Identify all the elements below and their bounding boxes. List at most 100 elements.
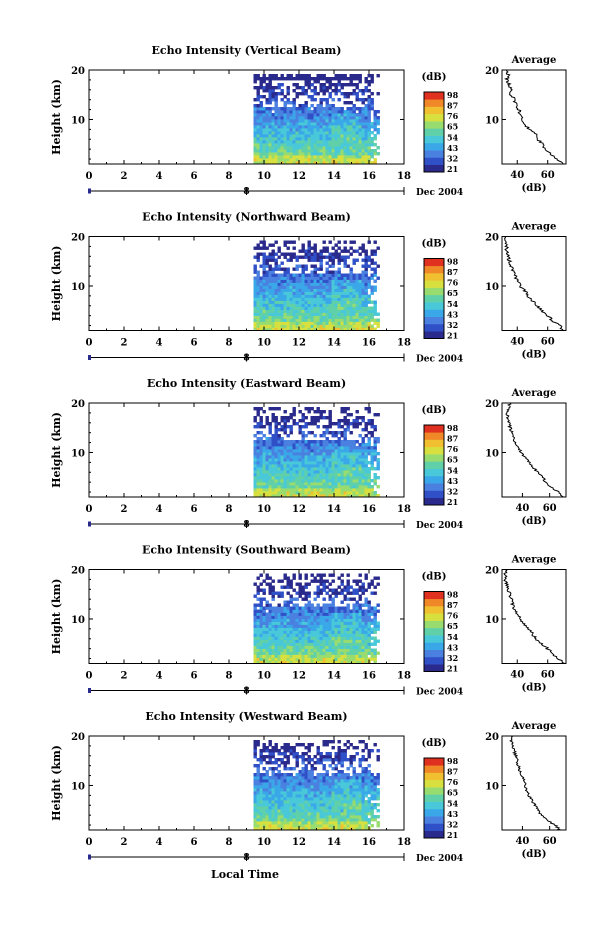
heatmap-cell — [274, 101, 278, 105]
heatmap-cell — [349, 440, 353, 444]
heatmap-cell — [367, 107, 371, 111]
heatmap-cell — [331, 107, 335, 111]
heatmap-cell — [373, 476, 377, 480]
heatmap-cell — [364, 473, 368, 477]
heatmap-cell — [295, 606, 299, 610]
heatmap-cell — [283, 152, 287, 156]
heatmap-cell — [355, 291, 359, 295]
heatmap-cell — [307, 476, 311, 480]
heatmap-cell — [334, 797, 338, 801]
heatmap-cell — [283, 422, 287, 426]
heatmap-cell — [280, 585, 284, 589]
heatmap-cell — [346, 651, 350, 655]
heatmap-cell — [370, 252, 374, 256]
heatmap-cell — [313, 146, 317, 150]
heatmap-cell — [367, 98, 371, 102]
heatmap-cell — [328, 425, 332, 429]
heatmap-cell — [259, 119, 263, 123]
heatmap-cell — [295, 300, 299, 304]
heatmap-cell — [259, 479, 263, 483]
heatmap-cell — [343, 249, 347, 253]
heatmap-cell — [268, 74, 272, 78]
heatmap-cell — [289, 630, 293, 634]
heatmap-cell — [301, 794, 305, 798]
heatmap-cell — [349, 821, 353, 825]
heatmap-cell — [268, 627, 272, 631]
colorbar-swatch — [424, 157, 444, 166]
heatmap-cell — [307, 636, 311, 640]
heatmap-cell — [256, 485, 260, 489]
heatmap-cell — [289, 428, 293, 432]
heatmap-cell — [355, 327, 359, 331]
heatmap-cell — [331, 327, 335, 331]
heatmap-cell — [256, 288, 260, 292]
heatmap-cell — [316, 618, 320, 622]
heatmap-cell — [328, 315, 332, 319]
heatmap-cell — [262, 95, 266, 99]
heatmap-cell — [364, 627, 368, 631]
heatmap-cell — [259, 252, 263, 256]
heatmap-cell — [376, 621, 380, 625]
heatmap-cell — [313, 803, 317, 807]
heatmap-cell — [316, 648, 320, 652]
heatmap-cell — [262, 482, 266, 486]
heatmap-cell — [370, 785, 374, 789]
heatmap-cell — [298, 122, 302, 126]
heatmap-cell — [334, 639, 338, 643]
heatmap-cell — [325, 651, 329, 655]
heatmap-cell — [283, 645, 287, 649]
heatmap-cell — [328, 624, 332, 628]
heatmap-cell — [265, 479, 269, 483]
heatmap-cell — [310, 282, 314, 286]
heatmap-cell — [337, 812, 341, 816]
heatmap-cell — [307, 318, 311, 322]
heatmap-cell — [328, 285, 332, 289]
heatmap-cell — [292, 797, 296, 801]
heatmap-cell — [277, 110, 281, 114]
heatmap-cell — [280, 464, 284, 468]
heatmap-cell — [346, 321, 350, 325]
heatmap-cell — [286, 494, 290, 498]
heatmap-cell — [262, 579, 266, 583]
heatmap-cell — [295, 449, 299, 453]
heatmap-cell — [256, 458, 260, 462]
heatmap-cell — [256, 131, 260, 135]
heatmap-cell — [289, 791, 293, 795]
heatmap-cell — [322, 603, 326, 607]
heatmap-cell — [289, 606, 293, 610]
heatmap-cell — [316, 255, 320, 259]
heatmap-cell — [325, 648, 329, 652]
heatmap-cell — [337, 627, 341, 631]
heatmap-cell — [364, 98, 368, 102]
heatmap-cell — [367, 585, 371, 589]
heatmap-cell — [259, 161, 263, 165]
heatmap-cell — [349, 315, 353, 319]
heatmap-cell — [364, 794, 368, 798]
heatmap-cell — [364, 660, 368, 664]
heatmap-cell — [253, 264, 257, 268]
heatmap-cell — [259, 80, 263, 84]
heatmap-cell — [358, 422, 362, 426]
heatmap-cell — [277, 809, 281, 813]
heatmap-cell — [370, 815, 374, 819]
heatmap-cell — [289, 612, 293, 616]
heatmap-cell — [334, 249, 338, 253]
heatmap-cell — [295, 818, 299, 822]
heatmap-cell — [376, 461, 380, 465]
heatmap-cell — [274, 630, 278, 634]
heatmap-cell — [376, 264, 380, 268]
heatmap-cell — [370, 101, 374, 105]
heatmap-cell — [289, 273, 293, 277]
heatmap-cell — [268, 660, 272, 664]
heatmap-cell — [337, 282, 341, 286]
heatmap-cell — [298, 92, 302, 96]
heatmap-cell — [262, 158, 266, 162]
heatmap-cell — [370, 582, 374, 586]
heatmap-cell — [262, 824, 266, 828]
heatmap-cell — [298, 821, 302, 825]
heatmap-cell — [331, 113, 335, 117]
heatmap-cell — [313, 80, 317, 84]
heatmap-cell — [376, 321, 380, 325]
heatmap-cell — [352, 660, 356, 664]
heatmap-cell — [352, 824, 356, 828]
